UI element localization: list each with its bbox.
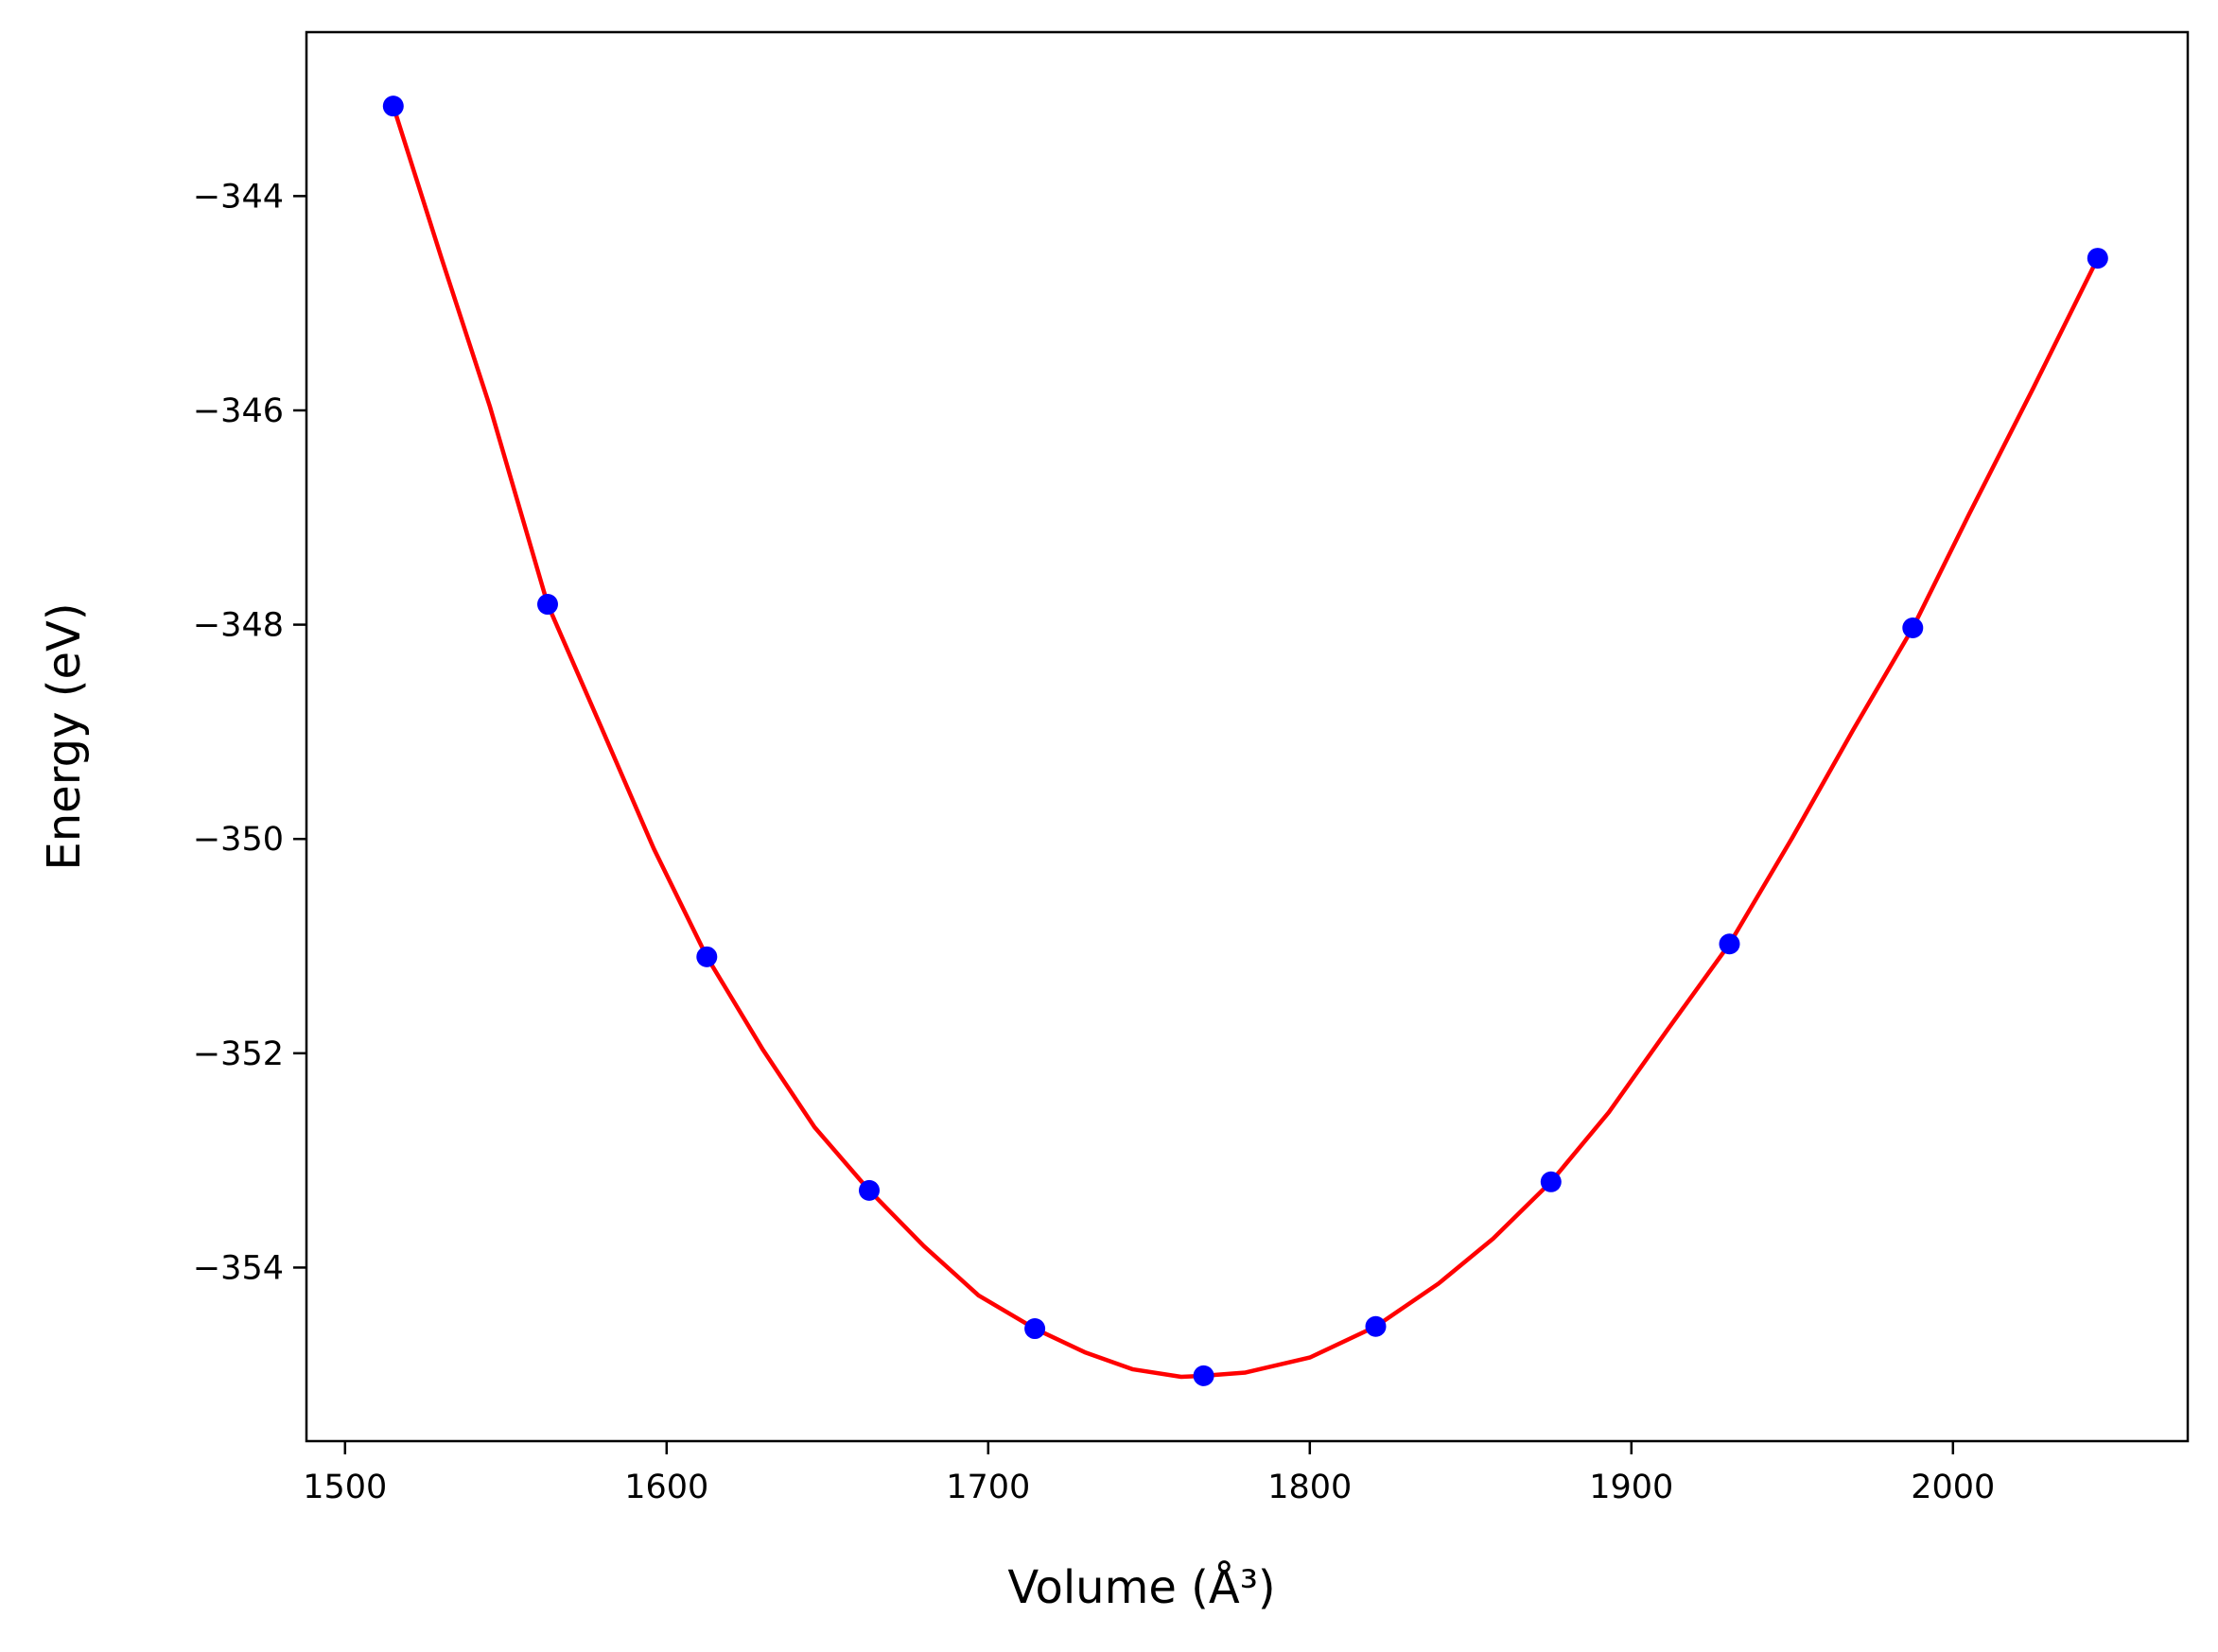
- y-tick-label: −354: [193, 1249, 284, 1287]
- x-tick-label: 1900: [1589, 1469, 1673, 1506]
- y-tick-label: −344: [193, 178, 284, 216]
- data-point: [1540, 1171, 1562, 1192]
- plot-area: [305, 30, 2190, 1443]
- x-axis-label: Volume (Å³): [1007, 1560, 1275, 1614]
- data-point: [382, 96, 404, 117]
- data-point: [1024, 1318, 1046, 1340]
- y-tick-label: −350: [193, 821, 284, 859]
- data-point: [1719, 933, 1740, 955]
- x-tick-label: 1700: [946, 1469, 1030, 1506]
- x-tick-label: 1500: [303, 1469, 387, 1506]
- data-point: [1365, 1315, 1387, 1337]
- data-point: [859, 1179, 880, 1201]
- y-tick-label: −352: [193, 1035, 284, 1073]
- plot-frame: [305, 30, 2190, 1443]
- fit-curve-line: [391, 105, 2100, 1380]
- data-point: [696, 946, 718, 967]
- y-tick-label: −346: [193, 392, 284, 430]
- x-tick-label: 1800: [1267, 1469, 1352, 1506]
- x-tick-label: 1600: [624, 1469, 708, 1506]
- y-tick-label: −348: [193, 607, 284, 645]
- y-axis-label: Energy (eV): [38, 602, 91, 870]
- data-point: [1193, 1365, 1214, 1386]
- axis-ticks: 1500 1600 1700 1800 1900 2000 −344 −346 −348 −350…: [193, 178, 1995, 1506]
- data-point: [2087, 248, 2108, 270]
- x-tick-label: 2000: [1911, 1469, 1995, 1506]
- data-point: [1902, 617, 1924, 638]
- data-point: [537, 594, 558, 616]
